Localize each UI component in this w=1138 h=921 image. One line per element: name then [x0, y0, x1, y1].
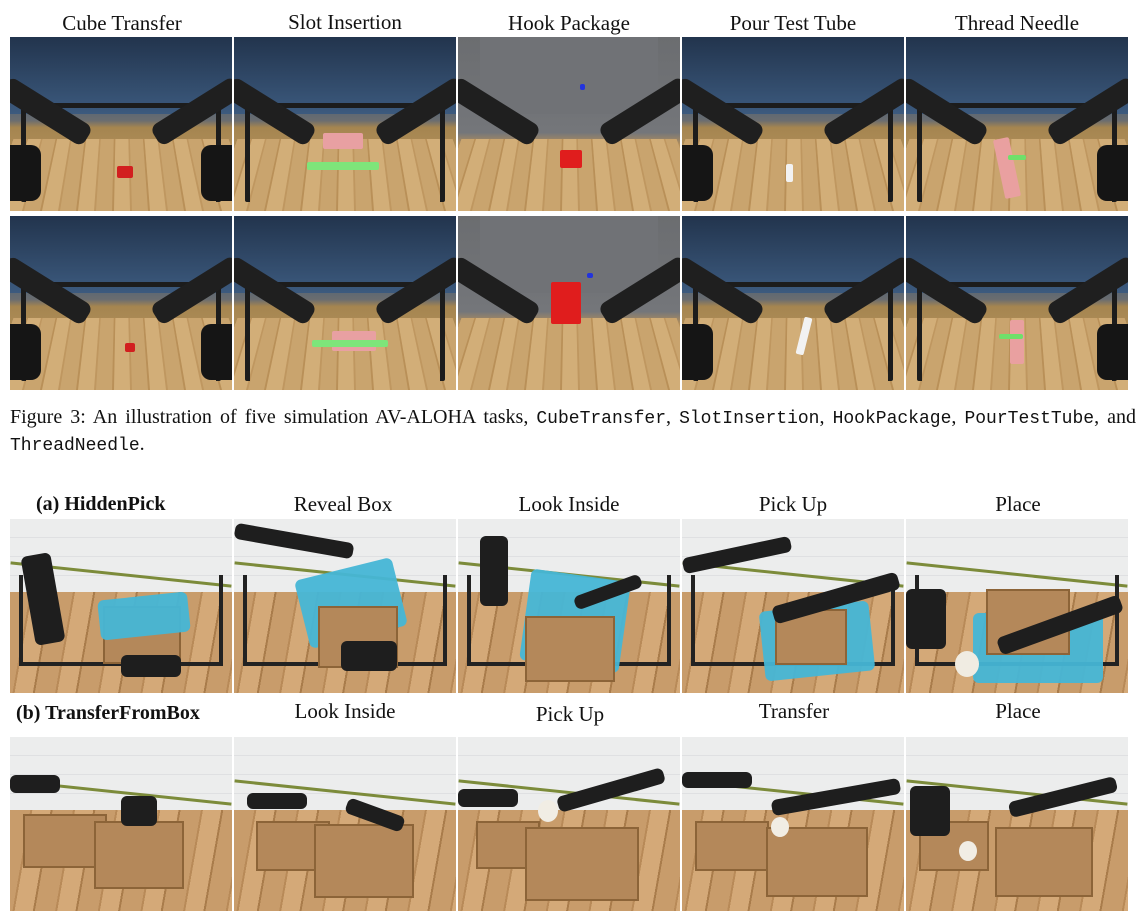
red-package: [551, 282, 582, 325]
step-title-reveal-box: Reveal Box: [293, 492, 393, 516]
sim-thread-needle-frame-2: [906, 216, 1128, 390]
real-transfer-from-box-frame-1: [10, 737, 232, 911]
sim-slot-insertion-frame-2: [234, 216, 456, 390]
sim-pour-test-tube-frame-1: [682, 37, 904, 211]
task-title-hook-package: Hook Package: [508, 11, 630, 35]
pink-needle-slot: [1010, 320, 1025, 365]
green-thread: [1008, 155, 1027, 161]
task-title-pour-test-tube: Pour Test Tube: [729, 11, 857, 35]
green-stick: [311, 339, 388, 347]
red-cube: [116, 165, 133, 178]
step-title-transfer: Transfer: [758, 699, 830, 723]
task-title-slot-insertion: Slot Insertion: [288, 10, 402, 34]
sim-cube-transfer-frame-2: [10, 216, 232, 390]
sim-pour-test-tube-frame-2: [682, 216, 904, 390]
sim-hook-package-frame-1: [458, 37, 680, 211]
real-transfer-from-box-frame-4: [682, 737, 904, 911]
step-title-pick-up: Pick Up: [758, 492, 828, 516]
green-thread: [999, 334, 1024, 340]
step-title-look-inside-b: Look Inside: [294, 699, 396, 723]
green-stick: [307, 162, 380, 171]
step-title-pick-up-b: Pick Up: [535, 702, 605, 726]
real-transfer-from-box-frame-2: [234, 737, 456, 911]
step-title-place: Place: [995, 492, 1041, 516]
red-cube: [125, 343, 136, 353]
figure-3-caption: Figure 3: An illustration of five simula…: [10, 406, 1137, 456]
real-hidden-pick-frame-1: [10, 519, 232, 693]
task-title-thread-needle: Thread Needle: [954, 11, 1080, 35]
blue-hook: [580, 83, 586, 90]
real-hidden-pick-frame-5: [906, 519, 1128, 693]
real-hidden-pick-frame-2: [234, 519, 456, 693]
step-title-look-inside: Look Inside: [518, 492, 620, 516]
row-label-hidden-pick: (a) HiddenPick: [36, 493, 166, 515]
real-transfer-from-box-frame-5: [906, 737, 1128, 911]
blue-hook: [586, 273, 593, 279]
real-hidden-pick-frame-3: [458, 519, 680, 693]
pink-slot: [322, 132, 363, 149]
step-title-place-b: Place: [995, 699, 1041, 723]
row-label-transfer-from-box: (b) TransferFromBox: [16, 702, 200, 724]
task-title-cube-transfer: Cube Transfer: [62, 11, 182, 35]
real-hidden-pick-frame-4: [682, 519, 904, 693]
test-tube: [786, 164, 794, 183]
sim-thread-needle-frame-1: [906, 37, 1128, 211]
red-package: [560, 150, 583, 169]
sim-cube-transfer-frame-1: [10, 37, 232, 211]
sim-hook-package-frame-2: [458, 216, 680, 390]
real-transfer-from-box-frame-3: [458, 737, 680, 911]
sim-slot-insertion-frame-1: [234, 37, 456, 211]
